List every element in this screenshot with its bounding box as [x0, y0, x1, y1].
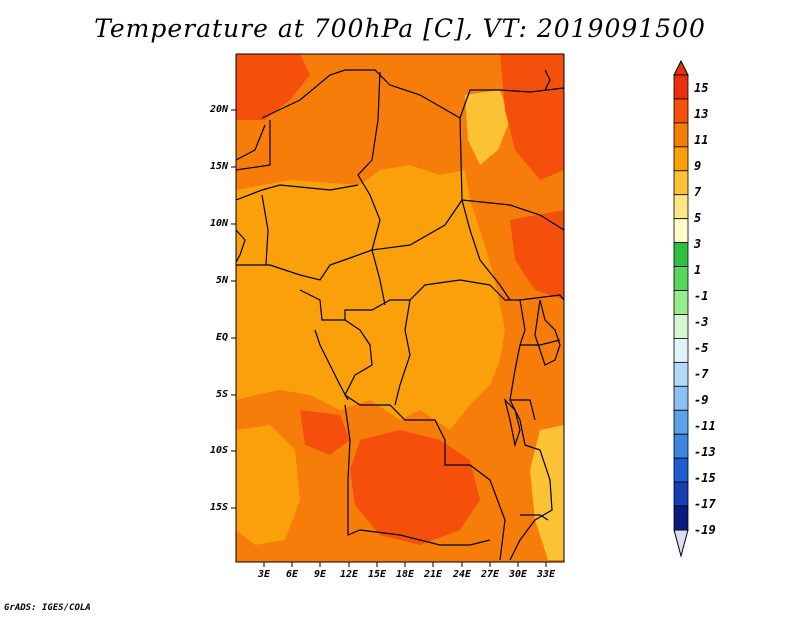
coastlines [236, 69, 561, 521]
colorbar-box [673, 218, 689, 244]
colorbar-box [673, 433, 689, 459]
lon-label-6e: 6E [285, 569, 299, 580]
lat-label-20n: 20N [209, 104, 228, 115]
field-c13-nw [236, 54, 310, 120]
colorbar-box [673, 505, 689, 531]
lat-label-5s: 5S [215, 389, 228, 400]
lat-ticks [231, 109, 236, 509]
lon-label-30e: 30E [508, 569, 528, 580]
colorbar-box [673, 361, 689, 387]
map-panel [236, 54, 564, 562]
colorbar-label: -3 [694, 315, 709, 329]
colorbar-label: -1 [694, 289, 709, 303]
lat-label-15s: 15S [209, 502, 228, 513]
lat-label-10s: 10S [209, 445, 228, 456]
colorbar-box [673, 194, 689, 220]
lon-label-15e: 15E [367, 569, 387, 580]
colorbar-box [673, 338, 689, 363]
colorbar-top-triangle [673, 59, 689, 76]
colorbar-box [673, 314, 689, 339]
field-c13-ne [500, 54, 564, 180]
lon-label-21e: 21E [423, 569, 443, 580]
colorbar-label: 1 [694, 263, 702, 277]
colorbar-box [673, 146, 689, 172]
lon-label-24e: 24E [452, 569, 472, 580]
colorbar [673, 59, 689, 558]
lon-ticks [263, 562, 547, 567]
field-c13-south [350, 430, 480, 545]
colorbar-label: -5 [694, 341, 709, 355]
colorbar-label: 15 [694, 81, 709, 95]
colorbar-box [673, 122, 689, 148]
country-borders [236, 69, 564, 561]
colorbar-box [673, 290, 689, 315]
colorbar-label: -9 [694, 393, 709, 407]
colorbar-label: -7 [694, 367, 709, 381]
colorbar-box [673, 170, 689, 196]
colorbar-box [673, 385, 689, 411]
colorbar-label: 3 [694, 237, 702, 251]
field-c7-patch-west [236, 425, 300, 545]
colorbar-label: -13 [694, 445, 716, 459]
colorbar-label: 13 [694, 107, 709, 121]
lon-label-33e: 33E [536, 569, 556, 580]
field-c13-southwest [300, 410, 350, 455]
credit-footer: GrADS: IGES/COLA [4, 603, 91, 613]
lon-label-3e: 3E [257, 569, 271, 580]
lat-label-15n: 15N [209, 161, 228, 172]
lat-label-eq: EQ [215, 332, 228, 343]
colorbar-box [673, 98, 689, 124]
colorbar-bottom-triangle [673, 529, 689, 558]
colorbar-box [673, 266, 689, 291]
colorbar-label: 9 [694, 159, 702, 173]
colorbar-label: -19 [694, 523, 716, 537]
colorbar-box [673, 481, 689, 507]
colorbar-box [673, 457, 689, 483]
colorbar-label: -11 [694, 419, 716, 433]
colorbar-box [673, 409, 689, 435]
colorbar-label: -15 [694, 471, 716, 485]
colorbar-label: 5 [694, 211, 702, 225]
lat-label-10n: 10N [209, 218, 228, 229]
field-c13-east [510, 210, 564, 300]
lon-label-18e: 18E [395, 569, 415, 580]
field-c9-region [236, 165, 505, 430]
lon-label-27e: 27E [480, 569, 500, 580]
lon-label-12e: 12E [339, 569, 359, 580]
page-title: Temperature at 700hPa [C], VT: 201909150… [94, 14, 706, 43]
field-c7-patch-north [465, 90, 510, 165]
colorbar-box [673, 242, 689, 267]
colorbar-label: 7 [694, 185, 702, 199]
map-frame [235, 53, 565, 563]
field-c7-patch-east [530, 425, 564, 560]
colorbar-label: -17 [694, 497, 716, 511]
colorbar-box [673, 74, 689, 100]
lon-label-9e: 9E [313, 569, 327, 580]
colorbar-label: 11 [694, 133, 709, 147]
lat-label-5n: 5N [215, 275, 228, 286]
